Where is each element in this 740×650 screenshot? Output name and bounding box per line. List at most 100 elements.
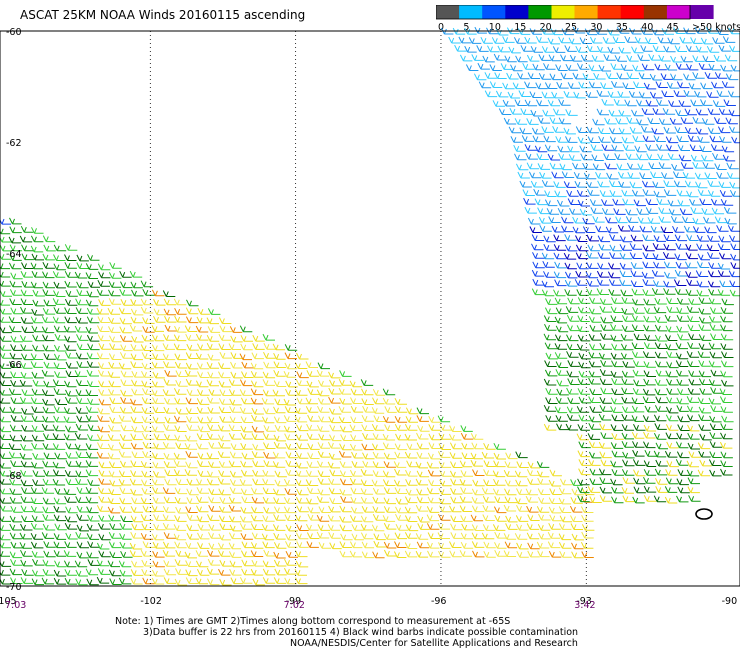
wind-barb	[598, 64, 611, 72]
wind-barb	[207, 578, 220, 586]
wind-barb	[53, 244, 67, 252]
wind-barb	[107, 452, 121, 460]
wind-barb	[207, 371, 220, 379]
wind-barb	[493, 442, 506, 450]
wind-barb	[534, 145, 548, 153]
wind-barb	[31, 406, 44, 413]
wind-barb	[642, 135, 655, 142]
wind-barb	[588, 451, 602, 459]
wind-barb	[678, 99, 691, 107]
wind-barb	[536, 461, 550, 468]
wind-barb	[151, 380, 165, 388]
wind-barb	[516, 504, 529, 512]
wind-barb	[63, 416, 76, 423]
wind-barb	[529, 226, 542, 233]
wind-barb	[665, 406, 679, 414]
wind-barb	[522, 189, 535, 196]
colorbar-labels: 0 5 10 15 20 25 30 35 40 45 >50 knots	[438, 22, 740, 33]
wind-barb	[174, 434, 187, 442]
wind-barb	[708, 342, 722, 350]
wind-barb	[598, 441, 612, 449]
wind-barb	[721, 80, 735, 88]
wind-barb	[162, 389, 176, 396]
wind-barb	[596, 278, 610, 286]
wind-barb	[109, 578, 122, 585]
wind-barb	[131, 379, 144, 387]
wind-barb	[697, 442, 711, 450]
wind-barb	[459, 495, 473, 503]
wind-barb	[218, 568, 231, 576]
wind-barb	[629, 252, 643, 259]
wind-barb	[576, 189, 590, 197]
wind-barb	[536, 99, 549, 107]
wind-barb	[340, 533, 353, 541]
wind-barb	[31, 388, 44, 396]
wind-barb	[545, 298, 558, 305]
wind-barb	[87, 559, 100, 566]
wind-barb	[9, 254, 22, 261]
wind-barb	[186, 343, 199, 351]
wind-barb	[417, 515, 430, 523]
wind-barb	[709, 423, 723, 430]
wind-barb	[274, 568, 287, 576]
wind-barb	[10, 577, 23, 584]
wind-barb	[20, 298, 33, 305]
wind-barb	[577, 388, 590, 395]
wind-barb	[20, 316, 34, 324]
wind-barb	[196, 398, 210, 405]
wind-barb	[250, 568, 264, 576]
wind-barb	[602, 36, 616, 44]
pass-time-label: 7:02	[284, 600, 305, 611]
wind-barb	[31, 569, 45, 577]
wind-barb	[464, 45, 477, 53]
wind-barb	[63, 407, 77, 414]
wind-barb	[261, 416, 275, 424]
wind-barb	[599, 451, 612, 459]
wind-barb	[666, 361, 679, 369]
wind-barb	[20, 225, 34, 233]
wind-barb	[621, 136, 634, 144]
wind-barb	[706, 45, 720, 53]
wind-barb	[416, 407, 429, 415]
wind-barb	[643, 441, 656, 449]
wind-barb	[252, 334, 265, 342]
wind-barb	[316, 460, 330, 468]
wind-barb	[250, 542, 264, 549]
wind-barb	[109, 551, 122, 558]
wind-barb	[544, 144, 558, 152]
wind-barb	[696, 261, 710, 268]
wind-barb	[109, 416, 122, 424]
wind-barb	[262, 560, 276, 568]
wind-barb	[130, 531, 143, 539]
wind-barb	[98, 514, 111, 522]
wind-barb	[520, 45, 533, 52]
wind-barb	[63, 433, 77, 441]
wind-barb	[460, 532, 474, 540]
wind-barb	[19, 542, 32, 549]
wind-barb	[707, 127, 721, 134]
wind-barb	[617, 171, 631, 179]
wind-barb	[317, 524, 330, 531]
wind-barb	[76, 281, 89, 289]
wind-barb	[428, 433, 441, 441]
wind-barb	[186, 532, 199, 540]
wind-barb	[416, 488, 429, 496]
wind-barb	[626, 72, 639, 79]
wind-barb	[611, 80, 624, 88]
wind-barb	[108, 424, 121, 432]
wind-barb	[140, 306, 154, 314]
wind-barb	[555, 307, 569, 315]
wind-barb	[64, 254, 77, 261]
wind-barb	[360, 379, 374, 386]
wind-barb	[551, 91, 564, 99]
wind-barb	[621, 315, 635, 322]
wind-barb	[512, 82, 526, 90]
wind-barb	[573, 91, 586, 99]
wind-barb	[630, 280, 644, 287]
wind-barb	[709, 431, 722, 439]
wind-barb	[545, 387, 558, 395]
wind-barb	[185, 560, 198, 567]
wind-barb	[543, 423, 557, 431]
wind-barb	[30, 262, 43, 270]
wind-barb	[492, 470, 506, 478]
